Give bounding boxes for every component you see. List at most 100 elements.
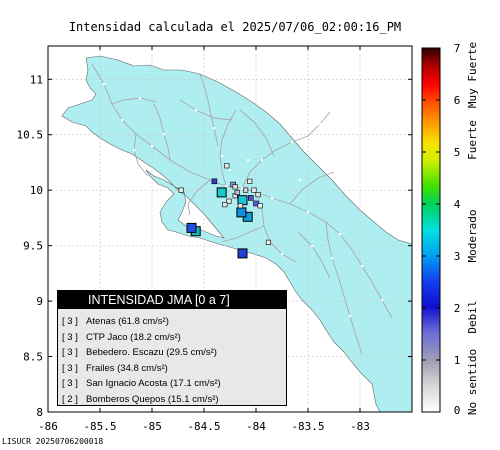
y-tick-label: 10.5 (17, 129, 44, 142)
town-dot (103, 83, 106, 86)
road-line (325, 221, 363, 355)
colorbar-category-label: Muy Fuerte (466, 42, 479, 108)
town-dot (225, 185, 228, 188)
town-dot (361, 265, 364, 268)
footer-id: LISUCR 20250706200018 (2, 437, 104, 446)
x-tick-label: -86 (38, 420, 58, 433)
town-dot (151, 145, 154, 148)
town-dot (139, 97, 142, 100)
station-marker (224, 163, 230, 169)
map-border (47, 45, 413, 413)
x-tick-label: -84 (246, 420, 266, 433)
legend-intensity-level: [ 3 ] (62, 378, 78, 389)
town-dot (281, 253, 284, 256)
colorbar-ramp (421, 47, 441, 413)
x-tick-label: -83 (350, 420, 370, 433)
town-dot (339, 233, 342, 236)
town-dot (319, 123, 322, 126)
station-marker (243, 187, 249, 193)
town-dot (299, 179, 302, 182)
town-dot (247, 159, 250, 162)
station-marker (237, 203, 243, 209)
station-marker (216, 187, 227, 198)
road-line (239, 109, 275, 157)
road-line (179, 99, 233, 121)
map-title: Intensidad calculada el 2025/07/06_02:00… (68, 20, 402, 34)
colorbar-tick-label: 2 (454, 302, 461, 315)
town-dot (291, 141, 294, 144)
station-marker (247, 178, 253, 184)
road-line (199, 73, 219, 147)
colorbar-tick-label: 1 (454, 354, 461, 367)
x-tick-label: -85 (142, 420, 162, 433)
colorbar-category-label: No sentido (466, 349, 479, 415)
legend-row: [ 2 ] Bomberos Quepos (15.1 cm/s²) (62, 392, 286, 408)
town-dot (381, 299, 384, 302)
town-dot (307, 211, 310, 214)
station-marker (265, 239, 272, 245)
town-dot (195, 109, 198, 112)
station-marker (211, 178, 218, 185)
legend-station-text: Atenas (61.8 cm/s²) (86, 316, 169, 327)
town-dot (189, 215, 192, 218)
town-dot (229, 169, 232, 172)
colorbar-tick-label: 3 (454, 250, 461, 263)
colorbar-tick-label: 6 (454, 94, 461, 107)
town-dot (271, 197, 274, 200)
station-marker (232, 184, 238, 190)
road-line (91, 63, 393, 319)
colorbar-tick-label: 7 (454, 42, 461, 55)
legend-station-text: Frailes (34.8 cm/s²) (86, 362, 168, 374)
y-tick-label: 11 (30, 73, 43, 86)
town-dot (121, 119, 124, 122)
legend-intensity-level: [ 2 ] (62, 393, 78, 405)
intensity-colorbar: 7 6 5 4 3 2 1 0 No sentido Debil Moderado Fuerte Muy… (421, 42, 479, 417)
road-line (133, 133, 149, 177)
legend-intensity-level: [ 3 ] (62, 331, 78, 343)
legend-row: [ 3 ] Frailes (34.8 cm/s²) (62, 361, 286, 377)
y-tick-label: 8 (36, 406, 43, 419)
legend-intensity-level: [ 3 ] (62, 347, 78, 358)
x-tick-label: -84.5 (187, 420, 220, 433)
colorbar-category-label: Debil (466, 300, 479, 333)
station-marker (226, 198, 232, 204)
legend-list: [ 3 ] Atenas (61.8 cm/s²) [ 3 ] CTP Jaco (1… (62, 314, 286, 407)
y-tick-label: 9.5 (23, 240, 43, 253)
station-marker (186, 222, 197, 233)
y-tick-label: 8.5 (23, 351, 43, 364)
x-tick-label: -85.5 (83, 420, 116, 433)
station-marker (255, 192, 261, 198)
town-dot (331, 257, 334, 260)
station-marker (251, 187, 257, 193)
y-tick-label: 10 (30, 184, 43, 197)
legend-station-text: San Ignacio Acosta (17.1 cm/s²) (86, 378, 221, 389)
legend-intensity-level: [ 3 ] (62, 362, 78, 374)
road-line (187, 179, 211, 217)
legend-heading: INTENSIDAD JMA [0 a 7] (58, 291, 286, 309)
colorbar-tick-label: 5 (454, 146, 461, 159)
station-markers (178, 163, 272, 259)
station-marker (234, 189, 240, 195)
station-marker (178, 187, 184, 193)
legend-row: [ 3 ] Atenas (61.8 cm/s²) (62, 314, 286, 330)
town-dot (311, 245, 314, 248)
station-marker (257, 203, 263, 209)
station-marker (222, 202, 228, 208)
town-dot (221, 155, 224, 158)
road-line (221, 225, 265, 243)
colorbar-category-label: Fuerte (466, 120, 479, 160)
y-tick-label: 9 (36, 295, 43, 308)
road-line (289, 171, 335, 205)
town-dot (133, 149, 136, 152)
town-dot (261, 159, 264, 162)
station-marker (237, 248, 248, 259)
costa-rica-landmass (61, 55, 413, 413)
station-marker (236, 207, 247, 218)
town-dot (349, 315, 352, 318)
legend-intensity-level: [ 3 ] (62, 316, 78, 327)
station-marker (248, 195, 254, 201)
intensity-legend: INTENSIDAD JMA [0 a 7] [ 3 ] Atenas (61.8… (57, 290, 287, 406)
road-line (241, 135, 309, 189)
legend-row: [ 3 ] CTP Jaco (18.2 cm/s²) (62, 330, 286, 346)
colorbar-tick-label: 4 (454, 198, 461, 211)
